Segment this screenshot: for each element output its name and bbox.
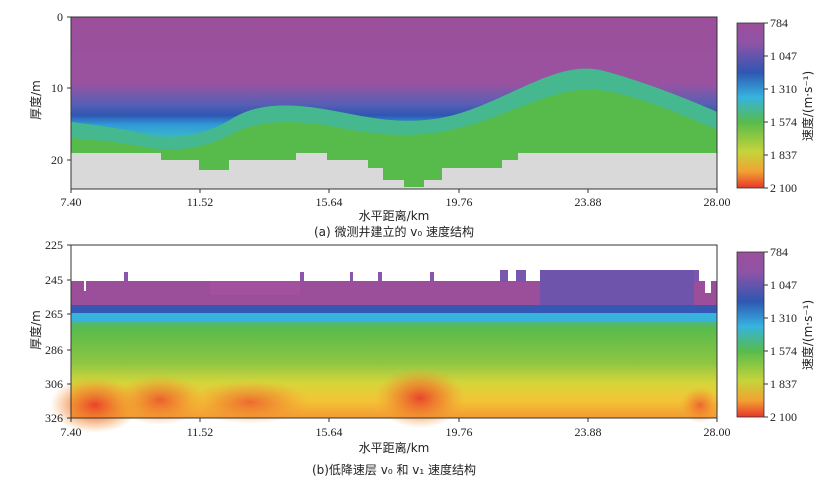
panel-b-hot-2 xyxy=(115,375,205,425)
b-ytick-1: 225 xyxy=(45,238,63,252)
panel-b-x-axis: 7.40 11.52 15.64 19.76 23.88 28.00 水平距离/… xyxy=(61,418,731,477)
a-xtick-4: 19.76 xyxy=(446,195,473,209)
b-cbar-tick-3: 1 310 xyxy=(770,311,797,325)
b-xtick-6: 28.00 xyxy=(704,425,731,439)
a-cbar-tick-2: 1 047 xyxy=(770,49,797,63)
b-xtick-2: 11.52 xyxy=(187,425,214,439)
b-cbar-label: 速度/(m·s⁻¹) xyxy=(800,300,815,370)
a-ylabel: 厚度/m xyxy=(28,80,43,120)
panel-b-hot-1 xyxy=(50,377,140,433)
b-ytick-2: 245 xyxy=(45,273,63,287)
b-cbar-tick-6: 2 100 xyxy=(770,410,797,424)
panel-b-y-axis: 225 245 265 286 306 326 厚度/m xyxy=(28,238,71,425)
a-xlabel: 水平距离/km xyxy=(359,208,430,223)
b-cbar-tick-4: 1 574 xyxy=(770,344,797,358)
a-cbar-tick-6: 2 100 xyxy=(770,181,797,195)
b-xtick-3: 15.64 xyxy=(316,425,343,439)
a-xtick-2: 11.52 xyxy=(187,195,214,209)
a-cbar-tick-1: 784 xyxy=(770,16,788,30)
b-ytick-6: 326 xyxy=(45,411,63,425)
panel-a-y-axis: 0 10 20 厚度/m xyxy=(28,10,71,167)
b-xtick-1: 7.40 xyxy=(61,425,82,439)
b-xtick-4: 19.76 xyxy=(446,425,473,439)
panel-b-blue-layer xyxy=(71,303,717,313)
b-ytick-3: 265 xyxy=(45,307,63,321)
panel-b-hot-5 xyxy=(680,387,720,423)
b-xtick-5: 23.88 xyxy=(575,425,602,439)
panel-b xyxy=(50,244,720,433)
a-caption: (a) 微测井建立的 v₀ 速度结构 xyxy=(314,224,474,239)
panel-a-x-axis: 7.40 11.52 15.64 19.76 23.88 28.00 水平距离/… xyxy=(61,189,731,239)
a-ytick-2: 10 xyxy=(51,81,63,95)
panel-a-transition xyxy=(71,68,717,150)
a-cbar-tick-3: 1 310 xyxy=(770,82,797,96)
b-cbar-tick-2: 1 047 xyxy=(770,278,797,292)
a-cbar-tick-5: 1 837 xyxy=(770,148,797,162)
a-xtick-1: 7.40 xyxy=(61,195,82,209)
panel-b-colorbar: 784 1 047 1 310 1 574 1 837 2 100 速度/(m·… xyxy=(736,245,815,424)
panel-a xyxy=(70,16,718,190)
b-ytick-5: 306 xyxy=(45,377,63,391)
a-cbar-tick-4: 1 574 xyxy=(770,115,797,129)
a-cbar-label: 速度/(m·s⁻¹) xyxy=(800,71,815,141)
a-xtick-3: 15.64 xyxy=(316,195,343,209)
panel-b-hot-4 xyxy=(375,368,465,428)
b-caption: (b)低降速层 v₀ 和 v₁ 速度结构 xyxy=(312,462,476,477)
panel-a-upper-body xyxy=(71,17,717,137)
a-ytick-1: 0 xyxy=(57,10,63,24)
a-ytick-3: 20 xyxy=(51,153,63,167)
a-xtick-6: 28.00 xyxy=(704,195,731,209)
panel-b-hot-3 xyxy=(190,380,310,424)
b-cbar-tick-5: 1 837 xyxy=(770,377,797,391)
panel-b-purple-mid xyxy=(210,281,300,295)
panel-b-cyan-band xyxy=(71,311,717,321)
a-xtick-5: 23.88 xyxy=(575,195,602,209)
b-xlabel: 水平距离/km xyxy=(359,440,430,455)
b-cbar-tick-1: 784 xyxy=(770,245,788,259)
panel-b-purple-right xyxy=(540,270,694,305)
panel-a-colorbar: 784 1 047 1 310 1 574 1 837 2 100 速度/(m·… xyxy=(736,16,815,195)
b-ylabel: 厚度/m xyxy=(28,310,43,350)
b-ytick-4: 286 xyxy=(45,343,63,357)
